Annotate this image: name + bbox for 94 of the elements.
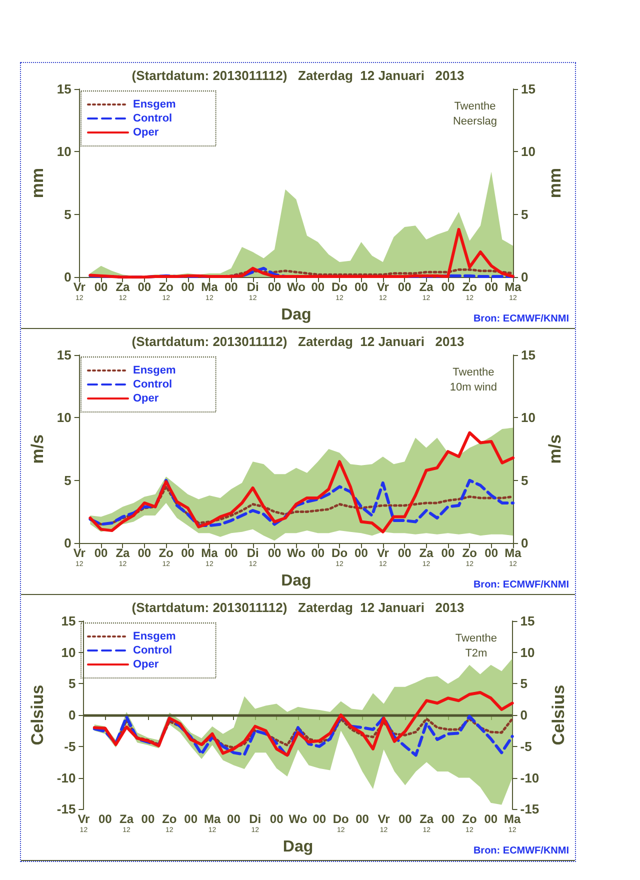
y-tick-label: 10 [61, 644, 76, 660]
x-tick-label: 00 [311, 546, 325, 560]
y-tick-label: 10 [56, 410, 72, 426]
x-tick-label: 00 [94, 280, 108, 294]
x-tick-label: 00 [268, 546, 282, 560]
y2-tick-label: 15 [520, 614, 535, 628]
y2-axis-title: m/s [545, 434, 564, 464]
legend-label: Control [133, 644, 172, 656]
annotation: Twenthe Neerslag [452, 100, 498, 128]
legend-label: Control [133, 378, 172, 390]
x-tick-label: 00 [181, 280, 195, 294]
y-tick-label: -5 [64, 738, 76, 754]
y-tick-label: 0 [68, 708, 76, 723]
x-tick-label: 00 [484, 280, 498, 294]
x-tick-label: Wo [288, 812, 308, 826]
y-axis-title: mm [28, 168, 47, 198]
x-axis-title: Dag [281, 306, 312, 324]
y2-tick-label: -10 [520, 770, 540, 786]
y2-tick-label: 5 [521, 472, 528, 488]
legend-label: Ensgem [133, 630, 176, 642]
x-tick-label: 00 [311, 280, 325, 294]
line-series [92, 714, 514, 758]
legend-label: Oper [133, 126, 160, 138]
y-tick-label: 0 [64, 536, 72, 551]
text: Bron: ECMWF/KNMI [473, 846, 570, 856]
legend-label: Ensgem [133, 98, 176, 110]
y-tick-label: 15 [56, 348, 72, 362]
x-tick-label: 00 [94, 546, 108, 560]
x-tick-label: 00 [356, 812, 370, 826]
x-tick-label: 00 [224, 280, 238, 294]
x-tick-label: 00 [270, 812, 284, 826]
x-tick-label: 00 [441, 546, 455, 560]
y-tick-label: -15 [56, 802, 76, 817]
x-tick-label: 00 [138, 546, 152, 560]
y2-tick-label: 0 [521, 536, 528, 551]
y-tick-label: 15 [61, 614, 76, 628]
x-tick-label: Wo [286, 280, 306, 294]
y-tick-label: 5 [68, 676, 76, 692]
x-tick-label: 00 [98, 812, 112, 826]
chart-title: (Startdatum: 2013011112) Zaterdag 12 Januari 2013 [132, 68, 464, 83]
text: Bron: ECMWF/KNMI [473, 580, 570, 590]
x-tick-label: 00 [354, 280, 368, 294]
x-tick-label: 00 [484, 546, 498, 560]
y2-tick-label: 0 [520, 708, 528, 723]
x-tick-label: 00 [398, 812, 412, 826]
y-tick-label: 0 [64, 270, 72, 285]
y2-tick-label: -5 [520, 738, 532, 754]
x-tick-label: 00 [224, 546, 238, 560]
x-axis-title: Dag [282, 838, 314, 856]
x-axis-title: Dag [281, 572, 312, 590]
x-tick-label: 00 [441, 812, 456, 826]
y-axis-title: Celsius [28, 684, 47, 746]
x-tick-label: 00 [312, 812, 326, 826]
y2-tick-label: 10 [520, 644, 535, 660]
x-tick-label: 00 [484, 812, 498, 826]
legend-label: Oper [133, 392, 160, 404]
y2-tick-label: 10 [521, 144, 536, 160]
y2-tick-label: 0 [521, 270, 528, 285]
x-tick-label: 00 [184, 812, 198, 826]
legend-label: Ensgem [133, 364, 176, 376]
y-axis-title: m/s [28, 434, 47, 464]
y-tick-label: 5 [64, 206, 72, 222]
line-series [88, 228, 514, 279]
line-series [88, 478, 514, 528]
x-tick-label: Wo [286, 546, 306, 560]
y-tick-label: 5 [64, 472, 72, 488]
text: Bron: ECMWF/KNMI [473, 314, 570, 324]
legend-label: Control [133, 112, 172, 124]
x-tick-label: 00 [398, 280, 412, 294]
y2-axis-title: mm [545, 168, 564, 198]
y2-tick-label: 5 [521, 206, 528, 222]
y2-tick-label: -15 [520, 802, 540, 817]
x-tick-label: 00 [268, 280, 282, 294]
y2-tick-label: 15 [521, 348, 536, 362]
x-tick-label: 00 [138, 280, 152, 294]
y2-tick-label: 10 [521, 410, 536, 426]
annotation: Twenthe 10m wind [450, 366, 497, 394]
x-tick-label: 00 [227, 812, 241, 826]
legend-label: Oper [133, 658, 160, 670]
chart-title: (Startdatum: 2013011112) Zaterdag 12 Januari 2013 [132, 600, 464, 615]
y2-tick-label: 5 [520, 676, 528, 692]
x-tick-label: 00 [398, 546, 412, 560]
y-tick-label: 10 [56, 144, 72, 160]
chart-title: (Startdatum: 2013011112) Zaterdag 12 Januari 2013 [132, 334, 464, 349]
annotation: Twenthe T2m [455, 632, 498, 660]
y2-axis-title: Celsius [549, 684, 568, 746]
y-tick-label: -10 [56, 770, 76, 786]
y-tick-label: 15 [56, 82, 72, 96]
x-tick-label: 00 [141, 812, 155, 826]
y2-tick-label: 15 [521, 82, 536, 96]
x-tick-label: 00 [181, 546, 195, 560]
line-series [92, 690, 514, 757]
x-tick-label: 00 [354, 546, 368, 560]
x-tick-label: 00 [441, 280, 455, 294]
